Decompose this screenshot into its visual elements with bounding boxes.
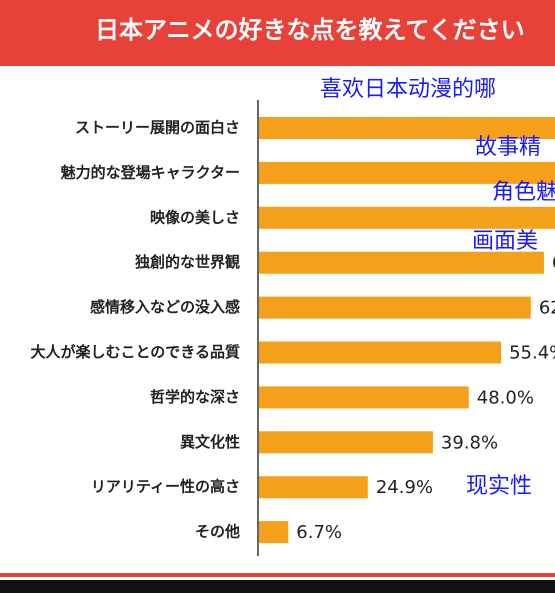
bar — [259, 251, 544, 274]
bar — [259, 476, 368, 499]
footer-line — [0, 573, 555, 577]
value-label: 65.2% — [552, 253, 555, 274]
bar — [259, 296, 531, 319]
footer-bar — [0, 580, 555, 593]
value-label: 55.4% — [509, 343, 555, 364]
category-label: ストーリー展開の面白さ — [75, 119, 240, 137]
category-label: 哲学的な深さ — [150, 388, 240, 406]
bar — [259, 521, 289, 544]
category-label: 独創的な世界観 — [135, 253, 240, 271]
category-label: 大人が楽しむことのできる品質 — [30, 343, 240, 361]
value-label: 62.2% — [539, 298, 555, 319]
annotation: 现实性 — [466, 474, 532, 499]
category-label: その他 — [195, 523, 240, 541]
value-label: 6.7% — [296, 522, 342, 543]
bar — [259, 117, 555, 139]
annotation: 故事精 — [475, 135, 541, 160]
annotation: 喜欢日本动漫的哪 — [320, 77, 496, 102]
value-label: 39.8% — [441, 432, 498, 453]
category-label: 感情移入などの没入感 — [90, 298, 240, 316]
bar — [259, 161, 555, 184]
category-label: 異文化性 — [180, 433, 240, 451]
category-label: リアリティー性の高さ — [91, 478, 240, 496]
category-label: 映像の美しさ — [150, 208, 240, 226]
value-label: 24.9% — [376, 477, 433, 498]
annotation: 角色魅 — [492, 180, 555, 205]
bar — [259, 206, 555, 229]
value-label: 48.0% — [477, 387, 534, 408]
bar — [259, 386, 469, 409]
bar — [259, 431, 433, 454]
annotation: 画面美 — [472, 229, 538, 254]
category-label: 魅力的な登場キャラクター — [61, 163, 240, 181]
title-banner — [0, 0, 555, 66]
chart-title: 日本アニメの好きな点を教えてください — [95, 16, 525, 44]
bar — [259, 341, 502, 364]
